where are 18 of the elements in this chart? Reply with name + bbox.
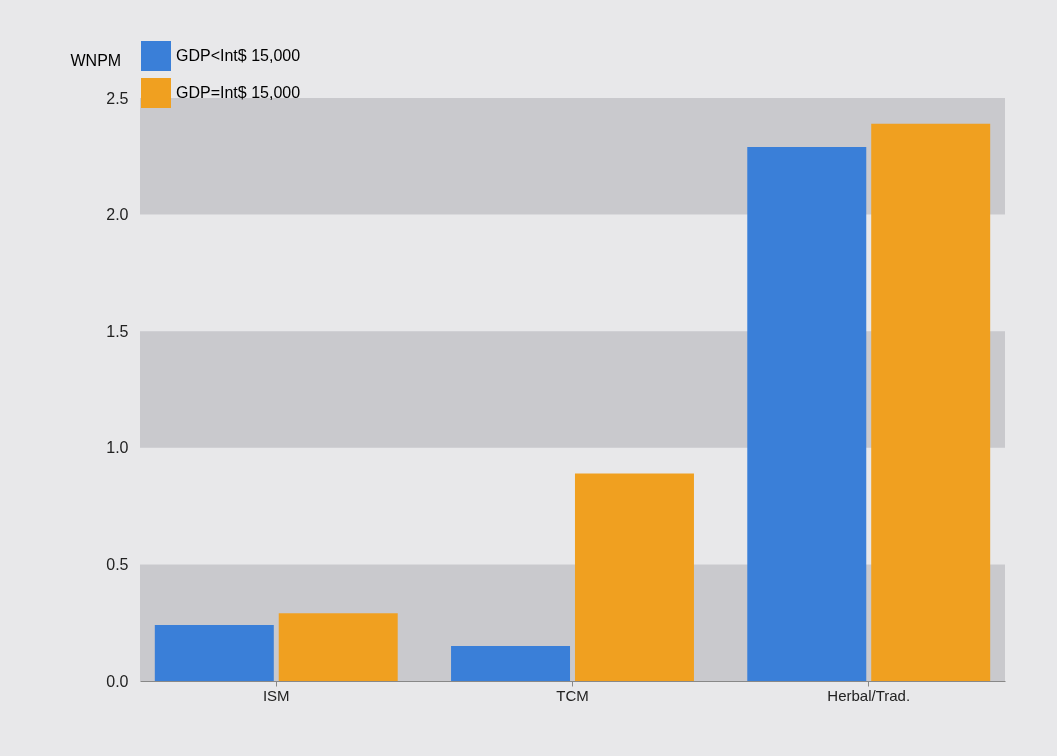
legend-label: GDP=Int$ 15,000 — [176, 84, 301, 101]
x-tick-label: ISM — [262, 686, 290, 704]
y-tick-label: 1.5 — [106, 322, 129, 340]
bar — [451, 646, 571, 681]
bar — [574, 473, 694, 681]
y-axis-title: WNPM — [70, 51, 122, 69]
y-tick-label: 2.5 — [106, 89, 129, 107]
bar — [871, 123, 991, 681]
bar — [154, 625, 274, 681]
bar — [278, 613, 398, 681]
legend-label: GDP<Int$ 15,000 — [176, 47, 301, 64]
x-tick-label: TCM — [556, 686, 589, 704]
y-tick-label: 0.0 — [106, 672, 129, 690]
y-tick-label: 2.0 — [106, 206, 129, 224]
x-tick-label: Herbal/Trad. — [827, 686, 911, 704]
y-tick-label: 1.0 — [106, 439, 129, 457]
y-tick-label: 0.5 — [106, 555, 129, 573]
bar — [747, 146, 867, 681]
